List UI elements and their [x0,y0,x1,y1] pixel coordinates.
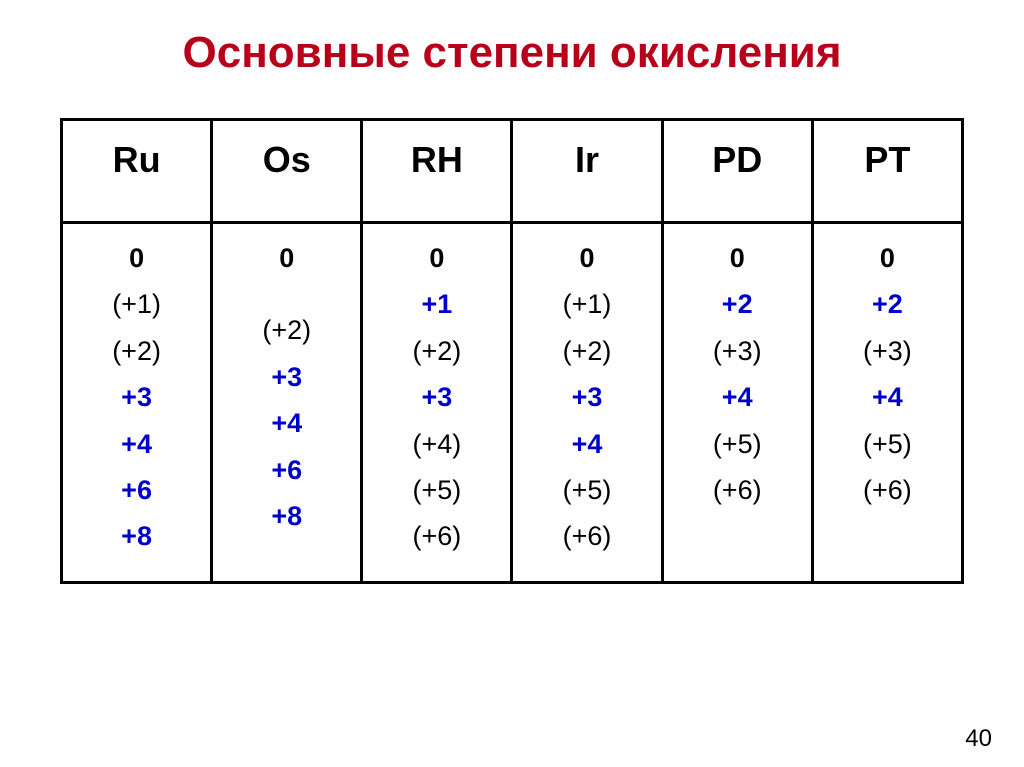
oxidation-value: (+2) [262,314,311,346]
oxidation-value: +4 [572,428,603,460]
oxidation-value: (+2) [563,335,612,367]
oxidation-value: +4 [121,428,152,460]
cell-values: 0 (+1) (+2) +3 +4 (+5) (+6) [517,242,656,553]
cell-values: 0 (+2) +3 +4 +6 +8 [217,242,356,532]
oxidation-value: (+5) [863,428,912,460]
oxidation-value: +4 [872,381,903,413]
oxidation-value: 0 [730,242,745,274]
oxidation-value: +4 [722,381,753,413]
oxidation-value: 0 [429,242,444,274]
oxidation-value: (+5) [413,474,462,506]
col-header: Ru [62,120,212,223]
oxidation-value: (+2) [413,335,462,367]
table-cell: 0 (+2) +3 +4 +6 +8 [212,223,362,583]
oxidation-value: (+4) [413,428,462,460]
oxidation-value: +6 [271,454,302,486]
oxidation-value: 0 [880,242,895,274]
page-number: 40 [965,725,992,753]
oxidation-value: +4 [271,407,302,439]
oxidation-states-table: Ru Os RH Ir PD PT 0 (+1) (+2) +3 +4 +6 +8 0 (+2… [60,118,964,584]
col-header: Os [212,120,362,223]
oxidation-value: +3 [121,381,152,413]
cell-values: 0 +1 (+2) +3 (+4) (+5) (+6) [367,242,506,553]
col-header: Ir [512,120,662,223]
oxidation-value: (+6) [413,520,462,552]
oxidation-value: +1 [421,288,452,320]
table-header-row: Ru Os RH Ir PD PT [62,120,963,223]
oxidation-value: (+6) [563,520,612,552]
oxidation-value: (+2) [112,335,161,367]
table-container: Ru Os RH Ir PD PT 0 (+1) (+2) +3 +4 +6 +8 0 (+2… [60,118,964,584]
oxidation-value: +8 [271,500,302,532]
oxidation-value: (+3) [863,335,912,367]
oxidation-value: 0 [279,242,294,274]
oxidation-value: (+6) [713,474,762,506]
col-header: RH [362,120,512,223]
oxidation-value: +2 [722,288,753,320]
oxidation-value: (+3) [713,335,762,367]
oxidation-value: (+5) [713,428,762,460]
table-cell: 0 (+1) (+2) +3 +4 (+5) (+6) [512,223,662,583]
oxidation-value: +3 [271,361,302,393]
col-header: PT [812,120,962,223]
page-title: Основные степени окисления [0,0,1024,118]
table-data-row: 0 (+1) (+2) +3 +4 +6 +8 0 (+2) +3 +4 +6 +8 0 +1 (+2) +… [62,223,963,583]
oxidation-value: +2 [872,288,903,320]
table-cell: 0 +2 (+3) +4 (+5) (+6) [662,223,812,583]
oxidation-value: (+6) [863,474,912,506]
oxidation-value: +3 [421,381,452,413]
oxidation-value: 0 [580,242,595,274]
cell-values: 0 (+1) (+2) +3 +4 +6 +8 [67,242,206,553]
table-cell: 0 +2 (+3) +4 (+5) (+6) [812,223,962,583]
oxidation-value: (+1) [112,288,161,320]
cell-values: 0 +2 (+3) +4 (+5) (+6) [668,242,807,506]
table-cell: 0 +1 (+2) +3 (+4) (+5) (+6) [362,223,512,583]
oxidation-value: +3 [572,381,603,413]
oxidation-value: +6 [121,474,152,506]
oxidation-value: (+1) [563,288,612,320]
oxidation-value: 0 [129,242,144,274]
col-header: PD [662,120,812,223]
table-cell: 0 (+1) (+2) +3 +4 +6 +8 [62,223,212,583]
oxidation-value: +8 [121,520,152,552]
oxidation-value: (+5) [563,474,612,506]
cell-values: 0 +2 (+3) +4 (+5) (+6) [818,242,957,506]
